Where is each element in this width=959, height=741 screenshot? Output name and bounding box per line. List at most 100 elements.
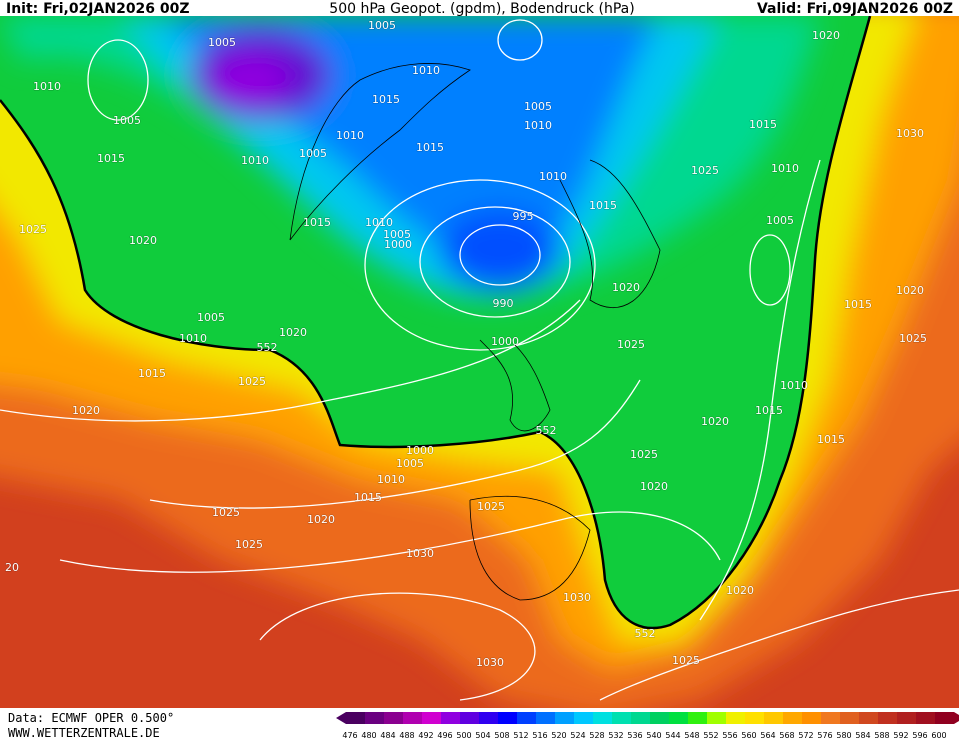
colorbar-swatch <box>365 712 384 724</box>
colorbar-label: 568 <box>779 731 794 740</box>
isobar-label: 1025 <box>899 332 927 345</box>
colorbar-label: 548 <box>684 731 699 740</box>
isobar-label: 552 <box>635 627 656 640</box>
isobar-label: 990 <box>493 297 514 310</box>
coastline <box>479 339 551 432</box>
isobar-label: 1015 <box>817 433 845 446</box>
colorbar-label: 532 <box>608 731 623 740</box>
data-source: Data: ECMWF OPER 0.500° <box>8 711 174 725</box>
colorbar-swatch <box>384 712 403 724</box>
field-band <box>210 55 290 105</box>
colorbar-arrow <box>954 712 959 724</box>
map-field: 1005 1005 1010 1005 1010 1015 1005 1010 1010 1015… <box>0 16 959 708</box>
colorbar-label: 540 <box>646 731 661 740</box>
isobar-label: 1025 <box>212 506 240 519</box>
colorbar-swatch <box>498 712 517 724</box>
colorbar-swatch <box>764 712 783 724</box>
colorbar-label: 504 <box>475 731 490 740</box>
isobar <box>149 379 641 509</box>
isobar-label: 1005 <box>197 311 225 324</box>
isobar-label: 1005 <box>383 228 411 241</box>
isobar-label: 1005 <box>396 457 424 470</box>
colorbar-swatch <box>403 712 422 724</box>
isobar-label: 1030 <box>896 127 924 140</box>
isobar-label: 1000 <box>406 444 434 457</box>
colorbar-swatch <box>517 712 536 724</box>
isobar-label: 1020 <box>307 513 335 526</box>
isobar-label: 1010 <box>524 119 552 132</box>
isobar-label: 1005 <box>113 114 141 127</box>
colorbar-swatch <box>536 712 555 724</box>
isobar-label: 1020 <box>896 284 924 297</box>
isobar <box>459 224 541 286</box>
colorbar-label: 552 <box>703 731 718 740</box>
isobar-label: 1025 <box>672 654 700 667</box>
isobar-label: 1015 <box>416 141 444 154</box>
colorbar-label: 524 <box>570 731 585 740</box>
colorbar-swatch <box>346 712 365 724</box>
colorbar-swatch <box>935 712 954 724</box>
colorbar-label: 500 <box>456 731 471 740</box>
isobar-label: 1005 <box>208 36 236 49</box>
isobar-label: 1010 <box>33 80 61 93</box>
isobar <box>699 159 821 621</box>
isobar-label: 1030 <box>563 591 591 604</box>
colorbar-swatch <box>916 712 935 724</box>
isobar-label: 1005 <box>368 19 396 32</box>
colorbar-label: 520 <box>551 731 566 740</box>
colorbar-label: 496 <box>437 731 452 740</box>
colorbar-swatch <box>669 712 688 724</box>
isobar-label: 1030 <box>406 547 434 560</box>
colorbar-swatch <box>840 712 859 724</box>
colorbar-swatch <box>707 712 726 724</box>
valid-time: Valid: Fri,09JAN2026 00Z <box>757 1 953 17</box>
isobar-label: 1010 <box>771 162 799 175</box>
colorbar-swatch <box>479 712 498 724</box>
map-title: 500 hPa Geopot. (gpdm), Bodendruck (hPa) <box>329 1 634 17</box>
colorbar: 476 480 484 488 492 496 500 504 508 512 516 520 524 5… <box>336 712 959 740</box>
colorbar-swatch <box>783 712 802 724</box>
isobar-label: 20 <box>5 561 19 574</box>
isobar <box>59 511 721 573</box>
colorbar-label: 564 <box>760 731 775 740</box>
colorbar-swatch <box>650 712 669 724</box>
isobar <box>364 179 596 351</box>
isobar-label: 1020 <box>612 281 640 294</box>
isobar-label: 1010 <box>780 379 808 392</box>
height-contour <box>0 16 872 630</box>
colorbar-label: 528 <box>589 731 604 740</box>
colorbar-swatch <box>555 712 574 724</box>
colorbar-label: 476 <box>342 731 357 740</box>
isobar-label: 1015 <box>589 199 617 212</box>
colorbar-swatch <box>726 712 745 724</box>
colorbar-label: 600 <box>931 731 946 740</box>
colorbar-swatch <box>422 712 441 724</box>
isobar <box>259 592 536 701</box>
isobar <box>419 206 571 318</box>
colorbar-swatch <box>897 712 916 724</box>
isobar-label: 1005 <box>766 214 794 227</box>
isobar-label: 552 <box>257 341 278 354</box>
isobar-label: 1015 <box>749 118 777 131</box>
isobar-label: 1025 <box>691 164 719 177</box>
isobar-label: 1015 <box>303 216 331 229</box>
isobar-label: 1020 <box>812 29 840 42</box>
colorbar-label: 556 <box>722 731 737 740</box>
isobar-label: 1015 <box>138 367 166 380</box>
colorbar-label: 592 <box>893 731 908 740</box>
colorbar-swatch <box>878 712 897 724</box>
isobar-label: 1015 <box>97 152 125 165</box>
isobar-label: 1020 <box>72 404 100 417</box>
isobar-label: 1015 <box>372 93 400 106</box>
isobar-label: 1010 <box>241 154 269 167</box>
colorbar-label: 516 <box>532 731 547 740</box>
isobar-label: 1020 <box>279 326 307 339</box>
isobar-label: 1025 <box>238 375 266 388</box>
website: WWW.WETTERZENTRALE.DE <box>8 726 160 740</box>
isobar <box>749 234 791 306</box>
isobar-label: 1010 <box>179 332 207 345</box>
colorbar-label: 580 <box>836 731 851 740</box>
isobar-label: 1010 <box>377 473 405 486</box>
isobar <box>0 299 581 422</box>
colorbar-label: 584 <box>855 731 870 740</box>
